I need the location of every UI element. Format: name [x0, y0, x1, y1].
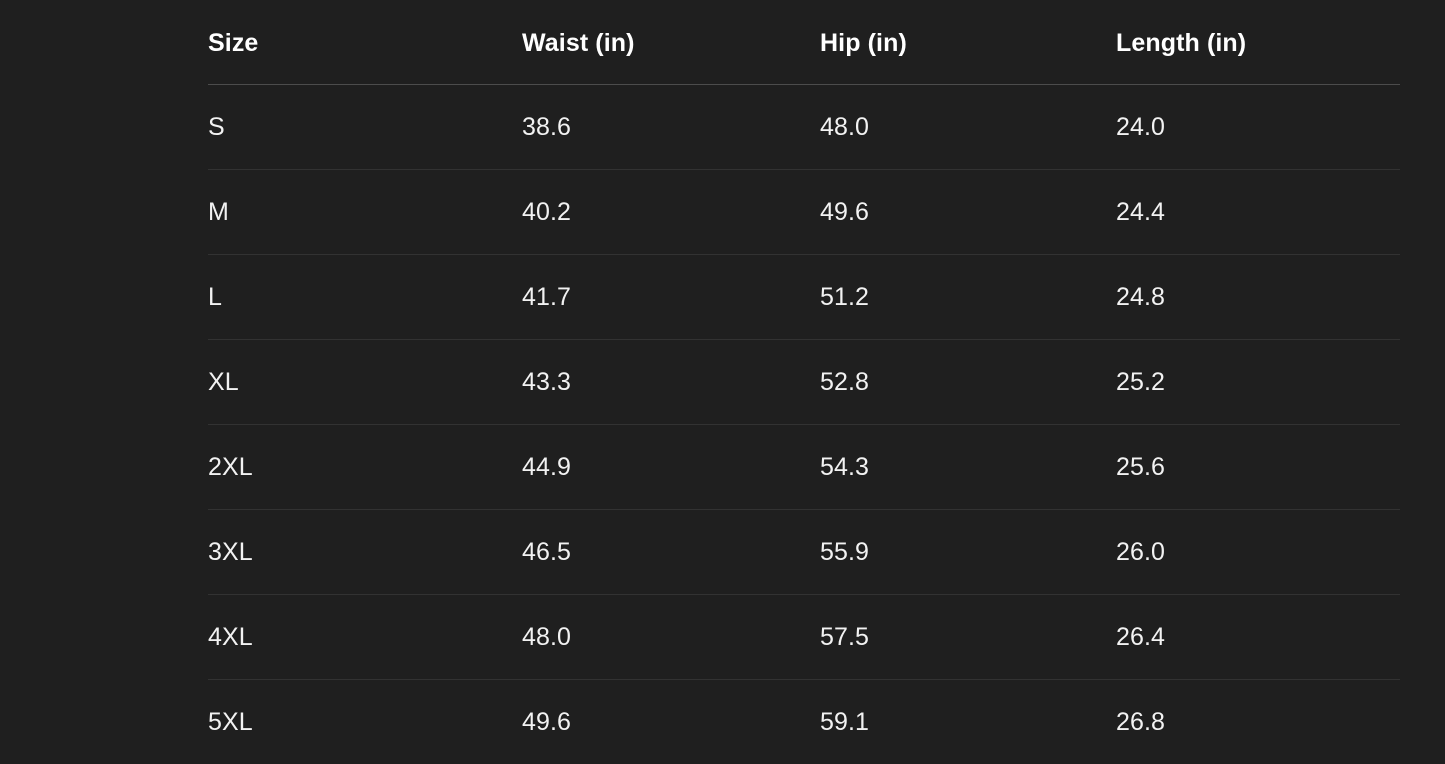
cell-length: 26.0 — [1116, 510, 1400, 595]
cell-hip: 54.3 — [820, 425, 1116, 510]
column-header-waist: Waist (in) — [522, 0, 820, 85]
column-header-hip: Hip (in) — [820, 0, 1116, 85]
cell-waist: 44.9 — [522, 425, 820, 510]
table-row: M 40.2 49.6 24.4 — [208, 170, 1400, 255]
cell-hip: 48.0 — [820, 85, 1116, 170]
cell-size: 3XL — [208, 510, 522, 595]
cell-hip: 52.8 — [820, 340, 1116, 425]
cell-waist: 49.6 — [522, 680, 820, 764]
cell-length: 24.0 — [1116, 85, 1400, 170]
table-row: 3XL 46.5 55.9 26.0 — [208, 510, 1400, 595]
cell-length: 24.4 — [1116, 170, 1400, 255]
cell-hip: 55.9 — [820, 510, 1116, 595]
table-row: L 41.7 51.2 24.8 — [208, 255, 1400, 340]
column-header-length: Length (in) — [1116, 0, 1400, 85]
cell-waist: 48.0 — [522, 595, 820, 680]
cell-length: 26.8 — [1116, 680, 1400, 764]
cell-length: 25.2 — [1116, 340, 1400, 425]
table-header-row: Size Waist (in) Hip (in) Length (in) — [208, 0, 1400, 85]
cell-waist: 46.5 — [522, 510, 820, 595]
cell-waist: 41.7 — [522, 255, 820, 340]
cell-waist: 40.2 — [522, 170, 820, 255]
table-body: S 38.6 48.0 24.0 M 40.2 49.6 24.4 L 41.7… — [208, 85, 1400, 764]
cell-length: 24.8 — [1116, 255, 1400, 340]
table-header: Size Waist (in) Hip (in) Length (in) — [208, 0, 1400, 85]
cell-hip: 49.6 — [820, 170, 1116, 255]
size-chart-table: Size Waist (in) Hip (in) Length (in) S 3… — [208, 0, 1400, 764]
cell-size: 5XL — [208, 680, 522, 764]
cell-hip: 57.5 — [820, 595, 1116, 680]
table-row: S 38.6 48.0 24.0 — [208, 85, 1400, 170]
cell-size: XL — [208, 340, 522, 425]
cell-size: M — [208, 170, 522, 255]
cell-length: 26.4 — [1116, 595, 1400, 680]
table-row: XL 43.3 52.8 25.2 — [208, 340, 1400, 425]
cell-hip: 59.1 — [820, 680, 1116, 764]
table-row: 4XL 48.0 57.5 26.4 — [208, 595, 1400, 680]
column-header-size: Size — [208, 0, 522, 85]
cell-length: 25.6 — [1116, 425, 1400, 510]
cell-hip: 51.2 — [820, 255, 1116, 340]
table-row: 5XL 49.6 59.1 26.8 — [208, 680, 1400, 764]
cell-size: L — [208, 255, 522, 340]
cell-size: 2XL — [208, 425, 522, 510]
cell-size: S — [208, 85, 522, 170]
size-chart-page: Size Waist (in) Hip (in) Length (in) S 3… — [0, 0, 1445, 743]
table-row: 2XL 44.9 54.3 25.6 — [208, 425, 1400, 510]
cell-waist: 43.3 — [522, 340, 820, 425]
cell-size: 4XL — [208, 595, 522, 680]
cell-waist: 38.6 — [522, 85, 820, 170]
